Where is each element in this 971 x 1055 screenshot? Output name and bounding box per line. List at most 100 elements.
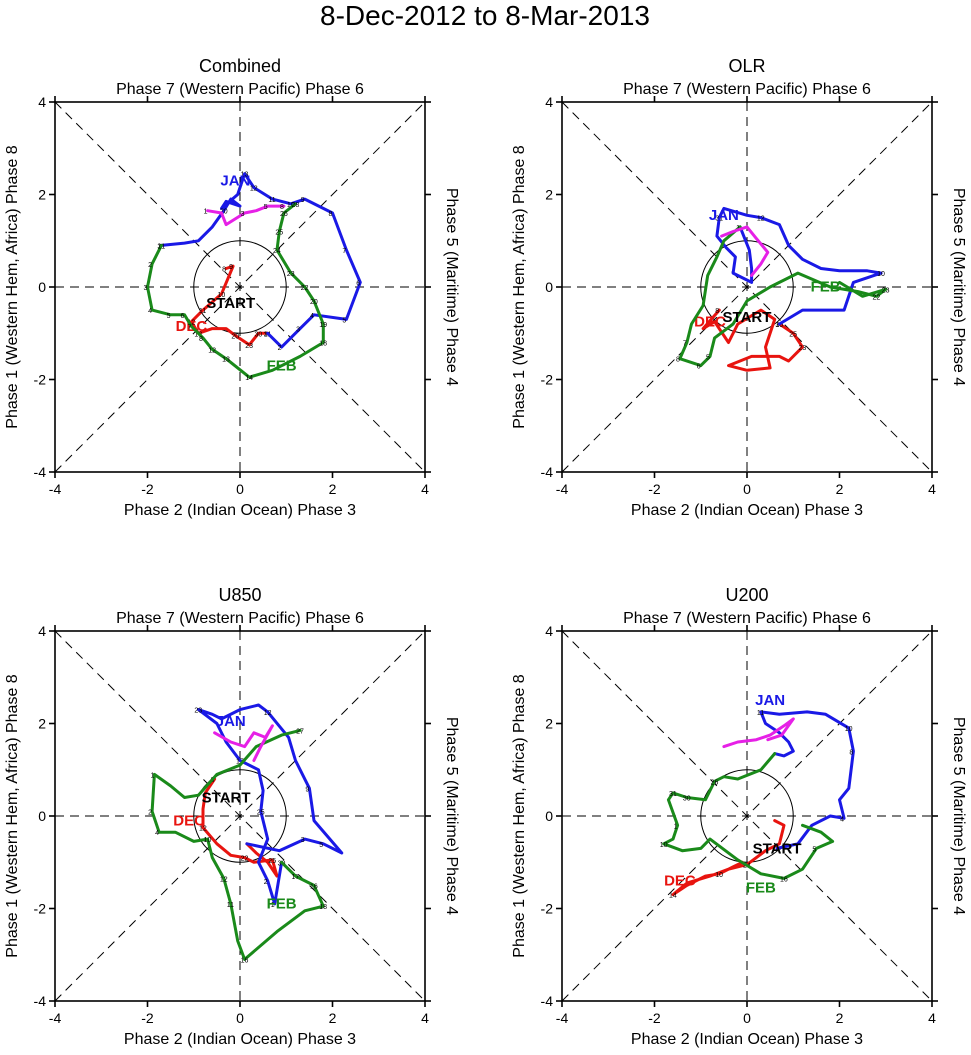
panel-title: Combined: [199, 56, 281, 76]
x-tick-label: 2: [329, 1010, 337, 1026]
day-label: 5: [706, 354, 710, 361]
day-label: 10: [204, 837, 212, 844]
start-label: START: [723, 309, 772, 326]
day-label: 11: [227, 902, 234, 909]
y-tick-label: 0: [545, 279, 553, 295]
day-label: 8: [199, 336, 203, 343]
day-label: 14: [245, 375, 253, 382]
start-label: START: [202, 790, 251, 807]
day-label: 2: [278, 345, 282, 352]
series-line-jan: [196, 703, 344, 906]
figure-title: 8-Dec-2012 to 8-Mar-2013: [320, 0, 650, 31]
y-tick-label: 0: [38, 279, 46, 295]
day-label: 25: [257, 809, 265, 816]
series-line-feb: [146, 202, 325, 379]
day-label: 25: [268, 858, 276, 865]
month-label-feb: FEB: [267, 357, 297, 374]
day-label: 22: [241, 856, 249, 863]
day-label: 10: [660, 842, 668, 849]
top-axis-label: Phase 7 (Western Pacific) Phase 6: [116, 610, 364, 627]
y-tick-label: -2: [34, 372, 47, 388]
day-label: 8: [222, 267, 226, 274]
day-label: 8: [329, 211, 333, 218]
day-label: 28: [292, 202, 300, 209]
y-tick-label: -4: [541, 993, 554, 1009]
diagonal-guide-line: [561, 630, 933, 1002]
y-tick-label: 2: [545, 187, 553, 203]
month-label-dec: DEC: [694, 313, 726, 330]
series-line-feb: [150, 728, 325, 961]
day-label: 23: [194, 708, 202, 715]
panel-title: OLR: [728, 56, 765, 76]
day-label: 11: [268, 197, 275, 204]
panel-olr: OLR Phase 7 (Western Pacific) Phase 6 Phas…: [511, 56, 967, 519]
day-label: 3: [144, 285, 148, 292]
day-label: 10: [218, 292, 226, 299]
day-label: 24: [273, 248, 281, 255]
day-label: 4: [148, 308, 152, 315]
series-line-dec: [189, 264, 270, 347]
day-label: 23: [882, 287, 890, 294]
day-label: 12: [264, 710, 272, 717]
day-label: 2: [264, 879, 268, 886]
y-tick-label: -2: [541, 372, 554, 388]
x-tick-label: -4: [556, 481, 569, 497]
right-axis-label: Phase 5 (Maritime) Phase 4: [443, 717, 460, 915]
x-tick-label: -4: [49, 1010, 62, 1026]
x-tick-label: 4: [421, 1010, 429, 1026]
x-tick-label: 4: [928, 481, 936, 497]
day-label: 27: [296, 728, 304, 735]
y-tick-label: 4: [38, 94, 46, 110]
day-label: 20: [231, 334, 239, 341]
y-axis-label: Phase 1 (Western Hem, Africa) Phase 8: [511, 145, 528, 428]
y-tick-label: -4: [34, 464, 47, 480]
day-label: 1: [674, 823, 678, 830]
series-line-mar: [206, 204, 286, 227]
diagonal-guide-line: [561, 101, 933, 473]
day-label: 14: [669, 893, 677, 900]
unit-circle: [700, 769, 794, 863]
month-label-feb: FEB: [746, 879, 776, 896]
x-tick-label: 2: [836, 481, 844, 497]
x-tick-label: 0: [743, 1010, 751, 1026]
start-label: START: [206, 295, 255, 312]
panel-u200: U200 Phase 7 (Western Pacific) Phase 6 Pha…: [511, 585, 967, 1048]
day-label: 12: [199, 826, 207, 833]
day-label: 7: [187, 324, 191, 331]
day-label: 30: [775, 322, 783, 329]
day-label: 12: [208, 347, 216, 354]
x-tick-label: 2: [836, 1010, 844, 1026]
x-tick-label: 0: [236, 481, 244, 497]
day-label: 30: [255, 331, 263, 338]
x-axis-label: Phase 2 (Indian Ocean) Phase 3: [631, 1031, 863, 1048]
day-label: 12: [220, 876, 228, 883]
series-line-dec: [201, 777, 279, 878]
day-label: 3: [296, 327, 300, 334]
top-axis-label: Phase 7 (Western Pacific) Phase 6: [116, 81, 364, 98]
day-label: 1: [157, 243, 161, 250]
day-label: 23: [245, 343, 253, 350]
day-label: 1: [150, 772, 154, 779]
day-label: 20: [220, 209, 228, 216]
x-tick-label: -4: [49, 481, 62, 497]
day-label: 4: [310, 313, 314, 320]
x-tick-label: 0: [743, 481, 751, 497]
y-axis-label: Phase 1 (Western Hem, Africa) Phase 8: [511, 674, 528, 957]
day-label: 16: [780, 876, 788, 883]
day-label: 1: [775, 322, 779, 329]
day-label: 20: [310, 299, 318, 306]
series-line-jan: [159, 172, 362, 349]
day-label: 4: [840, 816, 844, 823]
series-line-jan: [715, 206, 883, 326]
y-tick-label: -2: [34, 901, 47, 917]
panel-title: U200: [725, 585, 768, 605]
y-tick-label: 4: [545, 94, 553, 110]
day-label: 26: [711, 779, 719, 786]
panel-combined: Combined Phase 7 (Western Pacific) Phase …: [4, 56, 460, 519]
y-tick-label: 2: [38, 716, 46, 732]
y-axis-label: Phase 1 (Western Hem, Africa) Phase 8: [4, 145, 21, 428]
y-tick-label: 2: [38, 187, 46, 203]
x-tick-label: 0: [236, 1010, 244, 1026]
day-label: 5: [342, 317, 346, 324]
day-label: 6: [697, 364, 701, 371]
